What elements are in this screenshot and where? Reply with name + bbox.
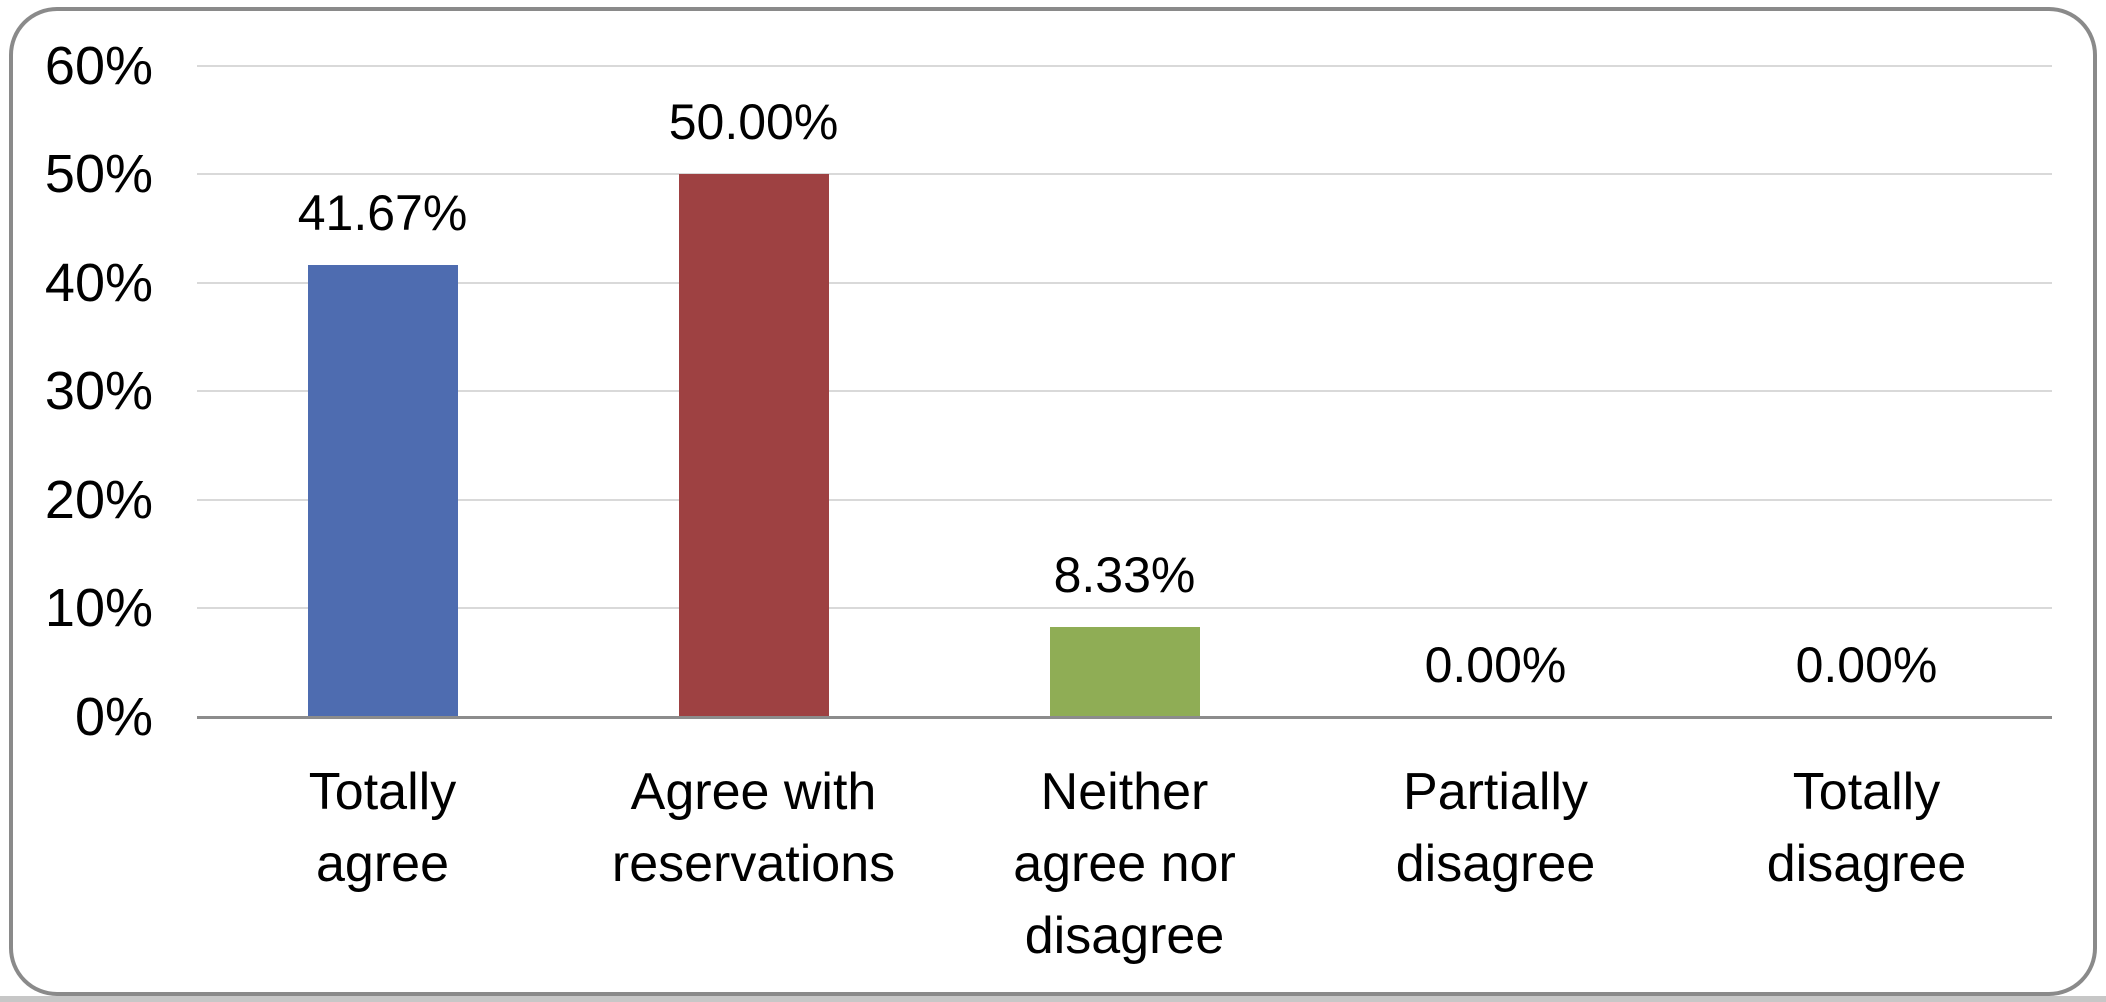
data-label-agree-with-reservations: 50.00% (668, 94, 839, 151)
ytick-label-30%: 30% (44, 361, 153, 422)
bar-totally-agree (307, 264, 458, 717)
ytick-label-10%: 10% (44, 578, 153, 639)
gridline-10% (197, 607, 2052, 610)
chart-frame: 41.67% 50.00% 8.33% 0.00% 0.00% 60% 50% 40% 30%… (9, 7, 2097, 996)
bar-agree-with-reservations (678, 174, 829, 717)
ytick-label-40%: 40% (44, 252, 153, 313)
bottom-edge-strip (0, 996, 2106, 1002)
category-label-partially-disagree: Partially disagree (1395, 763, 1596, 893)
category-label-neither-agree-nor-disagree: Neither agree nor disagree (1013, 763, 1236, 965)
data-label-totally-disagree: 0.00% (1795, 637, 1938, 693)
gridline-20% (197, 498, 2052, 501)
category-label-agree-with-reservations: Agree with reservations (611, 763, 896, 893)
data-label-totally-agree: 41.67% (297, 184, 468, 241)
ytick-label-50%: 50% (44, 144, 153, 205)
gridline-50% (197, 173, 2052, 176)
category-label-totally-agree: Totally agree (308, 763, 457, 893)
category-label-totally-disagree: Totally disagree (1766, 763, 1967, 893)
gridline-30% (197, 390, 2052, 393)
ytick-label-60%: 60% (44, 35, 153, 96)
gridline-40% (197, 281, 2052, 284)
data-label-partially-disagree: 0.00% (1424, 637, 1567, 693)
ytick-label-0%: 0% (74, 687, 153, 747)
x-axis-line (197, 716, 2052, 719)
data-label-neither-agree-nor-disagree: 8.33% (1053, 546, 1196, 603)
bar-neither-agree-nor-disagree (1049, 626, 1200, 717)
gridline-60% (197, 64, 2052, 67)
ytick-label-20%: 20% (44, 469, 153, 530)
